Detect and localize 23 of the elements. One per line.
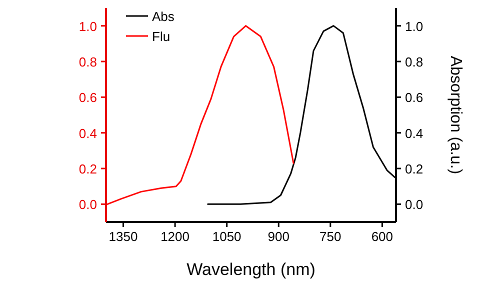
y2-tick-label: 0.6 — [405, 90, 424, 106]
x-tick-label: 1050 — [212, 229, 242, 244]
y-tick-label: 0.6 — [78, 90, 97, 106]
y2-tick-label: 0.8 — [405, 54, 424, 70]
y2-tick-label: 0.0 — [405, 197, 424, 212]
y2-tick-label: 0.2 — [405, 162, 424, 176]
x-tick-label: 900 — [268, 229, 290, 244]
line-series — [106, 25, 294, 205]
y2-tick-label: 1.0 — [405, 18, 424, 34]
legend-label: Abs — [152, 9, 175, 24]
y2-tick-label: 0.4 — [405, 126, 424, 141]
y2-axis-title: Absorption (a.u.) — [447, 56, 464, 174]
y-tick-label: 0.2 — [78, 162, 97, 176]
x-tick-label: 1350 — [108, 229, 138, 244]
x-tick-label: 1200 — [160, 229, 190, 244]
x-tick-label: 750 — [320, 229, 342, 244]
x-axis-title: Wavelength (nm) — [186, 260, 316, 279]
x-tick-label: 600 — [371, 229, 394, 244]
y-tick-label: 0.0 — [78, 197, 97, 212]
y-tick-label: 0.4 — [78, 126, 97, 141]
legend-label: Flu — [152, 29, 170, 44]
y-tick-label: 1.0 — [78, 18, 97, 34]
y-tick-label: 0.8 — [78, 54, 97, 70]
